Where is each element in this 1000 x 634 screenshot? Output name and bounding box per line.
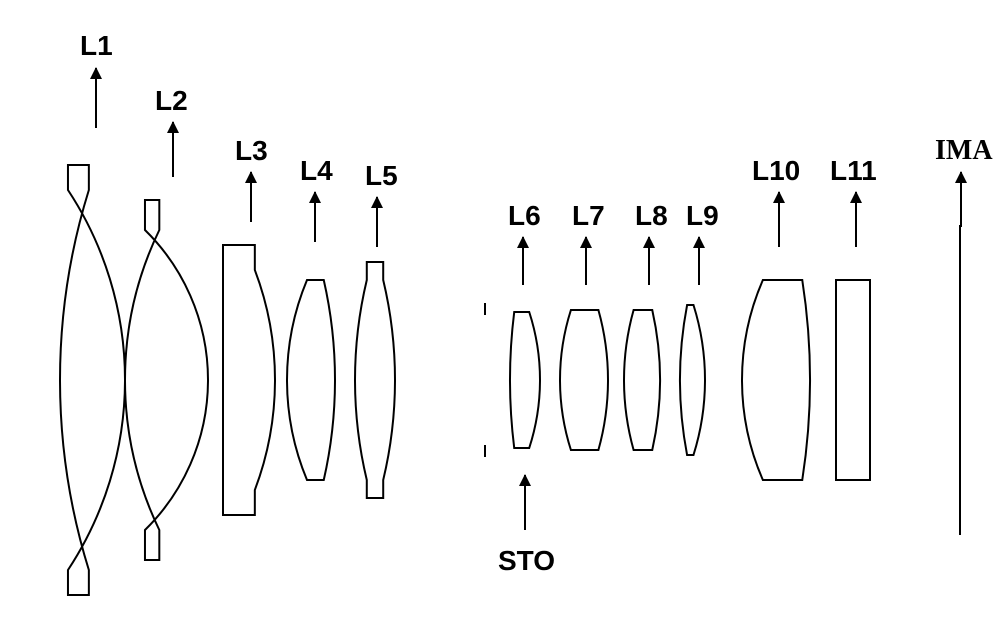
lens-L1 <box>60 165 125 595</box>
arrow-L1 <box>95 68 97 128</box>
lens-svg <box>0 0 1000 634</box>
arrow-L5 <box>376 197 378 247</box>
arrow-L6 <box>522 237 524 285</box>
arrow-STO <box>524 475 526 530</box>
label-L6: L6 <box>508 200 541 232</box>
lens-L11 <box>836 280 870 480</box>
arrow-L2 <box>172 122 174 177</box>
lens-L7 <box>560 310 608 450</box>
label-L1: L1 <box>80 30 113 62</box>
label-L7: L7 <box>572 200 605 232</box>
arrow-IMA <box>960 172 962 227</box>
arrow-L3 <box>250 172 252 222</box>
label-L9: L9 <box>686 200 719 232</box>
label-L11: L11 <box>830 155 877 187</box>
label-IMA: IMA <box>935 135 993 167</box>
lens-L3 <box>223 245 275 515</box>
lens-L5 <box>355 262 395 498</box>
lens-L4 <box>287 280 335 480</box>
label-STO: STO <box>498 545 555 577</box>
lens-L2 <box>125 200 208 560</box>
lens-L8 <box>624 310 660 450</box>
label-L5: L5 <box>365 160 398 192</box>
label-L4: L4 <box>300 155 333 187</box>
label-L2: L2 <box>155 85 188 117</box>
optical-lens-diagram: L1 L2 L3 L4 L5 L6 L7 L8 L9 L10 L11 IMA STO <box>0 0 1000 634</box>
lens-L10 <box>742 280 810 480</box>
lens-L6 <box>510 312 540 448</box>
arrow-L11 <box>855 192 857 247</box>
arrow-L7 <box>585 237 587 285</box>
label-L10: L10 <box>752 155 800 187</box>
label-L3: L3 <box>235 135 268 167</box>
arrow-L8 <box>648 237 650 285</box>
arrow-L10 <box>778 192 780 247</box>
arrow-L4 <box>314 192 316 242</box>
label-L8: L8 <box>635 200 668 232</box>
lens-L9 <box>680 305 705 455</box>
arrow-L9 <box>698 237 700 285</box>
